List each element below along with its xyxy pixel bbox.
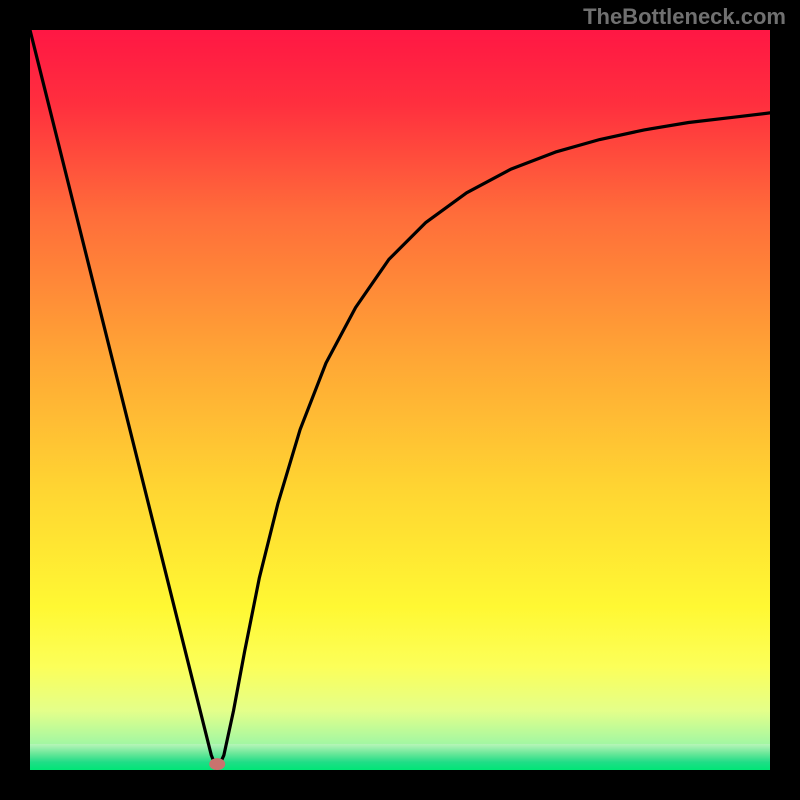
chart-svg <box>30 30 770 770</box>
chart-container: TheBottleneck.com <box>0 0 800 800</box>
gradient-background <box>30 30 770 770</box>
minimum-marker <box>209 758 225 770</box>
watermark-text: TheBottleneck.com <box>583 4 786 30</box>
plot-area <box>30 30 770 770</box>
green-band <box>30 744 770 770</box>
